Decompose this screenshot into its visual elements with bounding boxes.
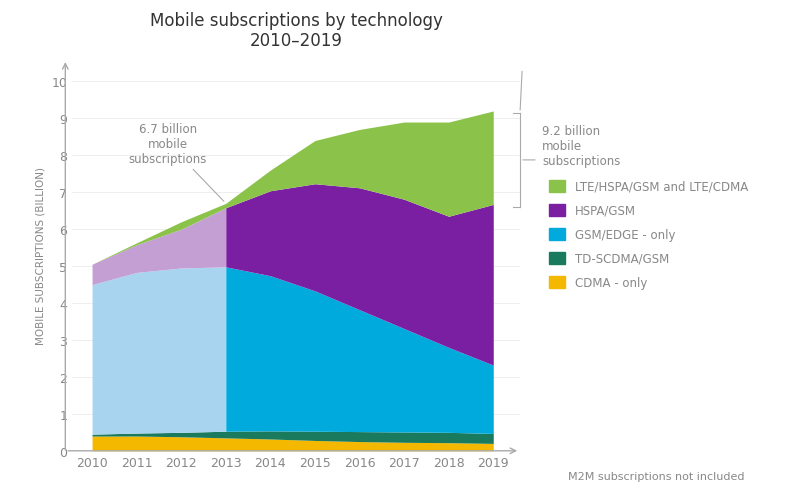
Title: Mobile subscriptions by technology
2010–2019: Mobile subscriptions by technology 2010–… bbox=[150, 12, 442, 50]
Text: 6.7 billion
mobile
subscriptions: 6.7 billion mobile subscriptions bbox=[129, 122, 224, 202]
Text: 9.2 billion
mobile
subscriptions: 9.2 billion mobile subscriptions bbox=[542, 124, 621, 167]
Text: M2M subscriptions not included: M2M subscriptions not included bbox=[568, 471, 744, 481]
Legend: LTE/HSPA/GSM and LTE/CDMA, HSPA/GSM, GSM/EDGE - only, TD-SCDMA/GSM, CDMA - only: LTE/HSPA/GSM and LTE/CDMA, HSPA/GSM, GSM… bbox=[544, 175, 753, 294]
Y-axis label: MOBILE SUBSCRIPTIONS (BILLION): MOBILE SUBSCRIPTIONS (BILLION) bbox=[36, 167, 46, 344]
